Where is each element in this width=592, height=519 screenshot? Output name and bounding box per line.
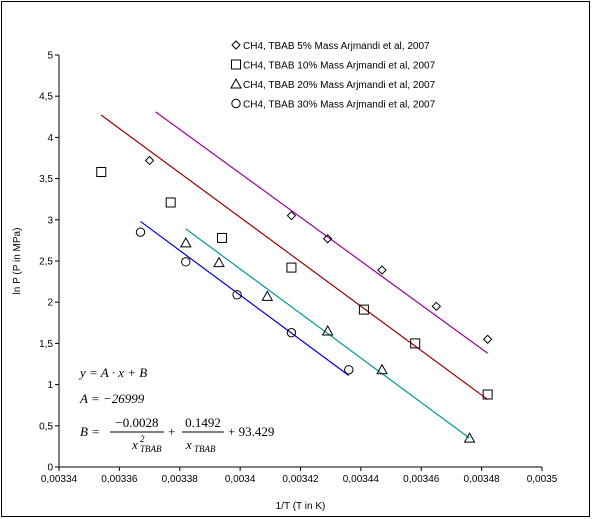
legend-marker-circle: [231, 98, 241, 109]
equation-annotation: y = A · x + B A = −26999 B = −0.0028 x 2…: [78, 365, 274, 454]
data-point-square: [96, 167, 107, 178]
data-point-circle: [135, 227, 146, 237]
y-tick-label: 0: [47, 463, 53, 474]
equation-den-1-sup: 2: [140, 434, 145, 444]
x-tick-label: 0,00342: [282, 474, 319, 485]
x-tick-label: 0,00348: [464, 474, 501, 485]
equation-plus-1: +: [168, 424, 175, 439]
y-tick-label: 0,5: [39, 421, 53, 432]
y-tick-label: 1,5: [39, 339, 53, 350]
x-tick-label: 0,00346: [403, 474, 440, 485]
data-point-triangle: [376, 363, 388, 375]
equation-den-2: x: [185, 437, 192, 452]
y-axis-label: ln P (P in MPa): [12, 228, 23, 295]
legend-entry-label: CH4, TBAB 5% Mass Arjmandi et al, 2007: [243, 41, 430, 52]
data-point-triangle: [321, 325, 334, 336]
y-tick-label: 5: [47, 51, 53, 62]
x-axis-label: 1/T (T in K): [276, 501, 326, 512]
equation-num-1: −0.0028: [115, 415, 158, 430]
y-tick-label: 4: [47, 133, 53, 144]
legend-marker-diamond: [231, 40, 241, 50]
axes: [55, 54, 543, 471]
data-point-diamond: [482, 334, 493, 344]
data-point-square: [482, 389, 493, 400]
tick-labels: 0,00334 0,00336 0,00338 0,0034 0,00342 0,0034…: [39, 51, 558, 486]
y-tick-label: 1: [47, 380, 53, 391]
equation-line-2: A = −26999: [79, 391, 145, 406]
equation-b-lhs: B =: [80, 424, 100, 439]
fit-line-triangle: [185, 228, 470, 439]
fit-lines: [100, 111, 489, 439]
data-point-circle: [181, 257, 191, 267]
data-point-square: [286, 262, 297, 273]
data-point-triangle: [179, 236, 192, 248]
data-point-square: [165, 197, 176, 208]
data-point-circle: [232, 290, 242, 300]
legend: CH4, TBAB 5% Mass Arjmandi et al, 2007 CH…: [230, 40, 436, 111]
legend-entry-label: CH4, TBAB 30% Mass Arjmandi et al, 2007: [243, 100, 436, 111]
equation-line-1: y = A · x + B: [78, 365, 147, 380]
legend-marker-square: [231, 59, 241, 70]
x-tick-label: 0,00344: [343, 474, 380, 485]
x-tick-label: 0,00338: [162, 474, 199, 485]
data-point-triangle: [463, 432, 476, 443]
legend-marker-triangle: [230, 77, 242, 89]
equation-den-1-sub: TBAB: [140, 444, 162, 454]
data-point-circle: [344, 365, 354, 375]
data-point-diamond: [431, 301, 442, 312]
data-point-square: [410, 338, 421, 349]
x-tick-label: 0,00334: [41, 474, 78, 485]
equation-den-2-sub: TBAB: [194, 444, 216, 454]
fit-line-square: [100, 114, 489, 400]
data-point-square: [358, 304, 369, 315]
data-markers: [96, 155, 493, 443]
data-point-square: [217, 232, 228, 243]
data-point-circle: [286, 327, 297, 338]
x-tick-label: 0,0034: [225, 474, 256, 485]
data-point-diamond: [377, 265, 387, 275]
equation-num-2: 0.1492: [185, 415, 221, 430]
fit-line-diamond: [155, 111, 489, 354]
x-tick-label: 0,0035: [527, 474, 558, 485]
y-tick-label: 3: [47, 215, 53, 226]
data-point-triangle: [261, 290, 274, 301]
data-point-diamond: [322, 234, 333, 244]
equation-den-1: x: [131, 437, 138, 452]
y-tick-label: 3,5: [39, 174, 53, 185]
equation-tail: + 93.429: [228, 424, 274, 439]
legend-entry-label: CH4, TBAB 10% Mass Arjmandi et al, 2007: [243, 61, 436, 72]
legend-entry-label: CH4, TBAB 20% Mass Arjmandi et al, 2007: [243, 80, 436, 91]
x-tick-label: 0,00336: [101, 474, 138, 485]
data-point-triangle: [213, 256, 225, 268]
y-tick-label: 4,5: [39, 92, 53, 103]
data-point-diamond: [286, 210, 297, 221]
data-point-diamond: [144, 155, 155, 166]
y-tick-label: 2,5: [39, 257, 53, 268]
y-tick-label: 2: [47, 298, 53, 309]
fit-line-circle: [140, 220, 350, 377]
